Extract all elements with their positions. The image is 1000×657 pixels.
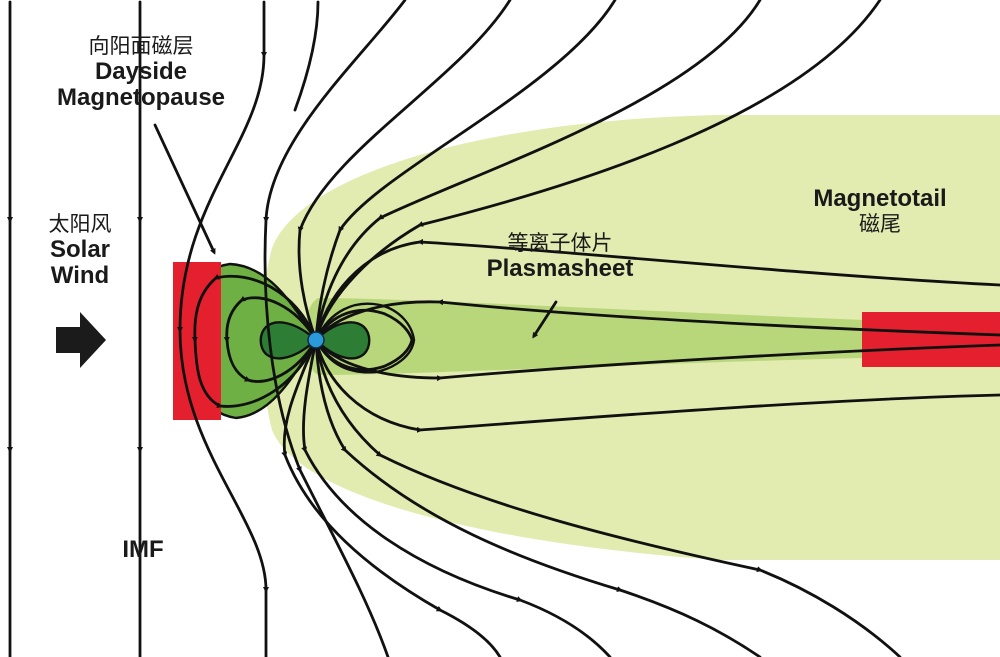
solar-wind-en-line2: Wind <box>50 262 110 290</box>
plasmasheet-zh: 等离子体片 <box>507 231 613 255</box>
plasmasheet-region <box>304 298 1000 375</box>
tail-reconnection-region <box>862 312 1000 367</box>
tail-field-line <box>314 238 1000 342</box>
imf-label: IMF <box>122 536 164 563</box>
magnetotail-en: Magnetotail <box>813 185 947 212</box>
tail-field-line <box>314 338 1000 382</box>
dayside-magnetopause-label: 向阳面磁层 Dayside Magnetopause <box>40 34 242 112</box>
tail-field-line <box>314 299 1000 342</box>
solar-wind-arrow-icon <box>56 312 106 368</box>
dayside-magnetopause-en-line1: Dayside <box>94 57 188 85</box>
closed-field-line <box>314 308 414 372</box>
core-tail-lobe <box>314 321 371 360</box>
dayside-magnetopause-en-line2: Magnetopause <box>56 84 226 112</box>
earth-icon <box>307 331 325 349</box>
plasmasheet-pointer <box>532 300 558 339</box>
magnetotail-label: Magnetotail 磁尾 <box>790 185 970 236</box>
tail-field-line <box>314 338 1000 433</box>
solar-wind-label: 太阳风 Solar Wind <box>30 212 130 290</box>
open-field-line <box>314 0 762 342</box>
solar-wind-en-line1: Solar <box>49 235 111 263</box>
closed-field-line <box>223 295 318 383</box>
dayside-magnetopause-zh: 向阳面磁层 <box>88 34 194 58</box>
field-lines <box>7 0 1000 657</box>
open-field-line <box>281 338 502 657</box>
open-field-line <box>293 0 320 112</box>
closed-field-line <box>191 273 318 409</box>
plasmasheet-label: 等离子体片 Plasmasheet <box>460 231 660 282</box>
magnetotail-zh: 磁尾 <box>859 211 901 236</box>
draped-field-line <box>176 0 269 657</box>
open-field-line <box>297 0 512 342</box>
open-field-line <box>314 0 617 342</box>
open-field-line <box>314 0 882 342</box>
magnetopause-pointer <box>153 123 216 255</box>
plasmasheet-en: Plasmasheet <box>486 254 634 282</box>
solar-wind-zh: 太阳风 <box>48 212 112 236</box>
